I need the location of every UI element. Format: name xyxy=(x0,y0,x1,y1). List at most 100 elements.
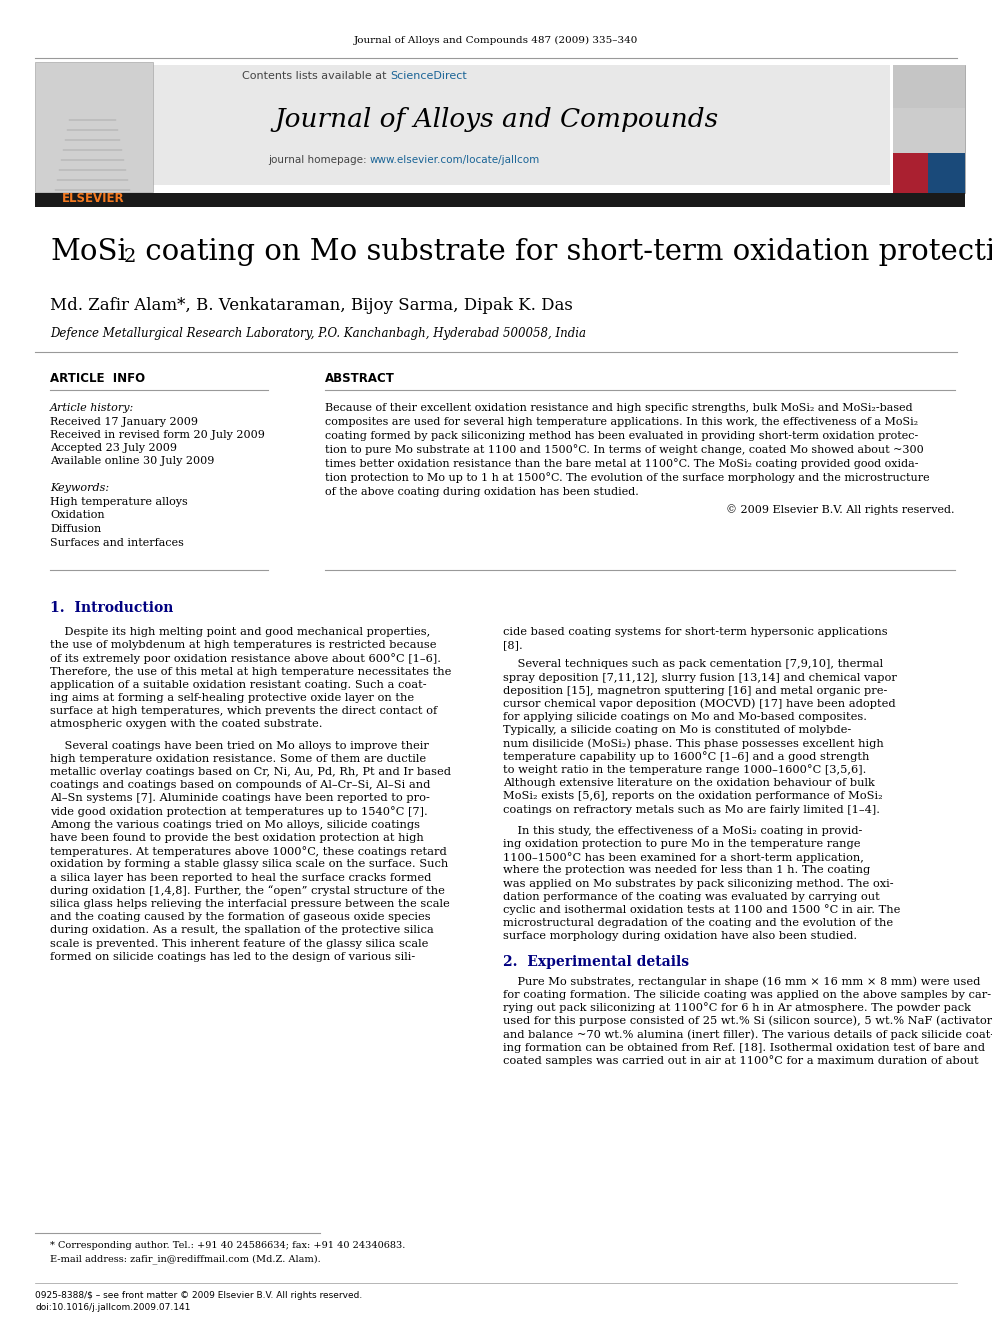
Text: for applying silicide coatings on Mo and Mo-based composites.: for applying silicide coatings on Mo and… xyxy=(503,712,867,722)
Text: ELSEVIER: ELSEVIER xyxy=(62,192,124,205)
Text: during oxidation. As a result, the spallation of the protective silica: during oxidation. As a result, the spall… xyxy=(50,925,434,935)
Text: E-mail address: zafir_in@rediffmail.com (Md.Z. Alam).: E-mail address: zafir_in@rediffmail.com … xyxy=(50,1254,320,1263)
Text: scale is prevented. This inherent feature of the glassy silica scale: scale is prevented. This inherent featur… xyxy=(50,938,429,949)
Text: surface morphology during oxidation have also been studied.: surface morphology during oxidation have… xyxy=(503,931,857,942)
Text: tion protection to Mo up to 1 h at 1500°C. The evolution of the surface morpholo: tion protection to Mo up to 1 h at 1500°… xyxy=(325,472,930,483)
Text: www.elsevier.com/locate/jallcom: www.elsevier.com/locate/jallcom xyxy=(370,155,541,165)
Text: cyclic and isothermal oxidation tests at 1100 and 1500 °C in air. The: cyclic and isothermal oxidation tests at… xyxy=(503,905,901,916)
Text: for coating formation. The silicide coating was applied on the above samples by : for coating formation. The silicide coat… xyxy=(503,990,991,1000)
Text: Al–Sn systems [7]. Aluminide coatings have been reported to pro-: Al–Sn systems [7]. Aluminide coatings ha… xyxy=(50,794,430,803)
Text: surface at high temperatures, which prevents the direct contact of: surface at high temperatures, which prev… xyxy=(50,706,437,716)
Text: tion to pure Mo substrate at 1100 and 1500°C. In terms of weight change, coated : tion to pure Mo substrate at 1100 and 15… xyxy=(325,445,924,455)
Text: Despite its high melting point and good mechanical properties,: Despite its high melting point and good … xyxy=(50,627,431,636)
Text: coating on Mo substrate for short-term oxidation protection in air: coating on Mo substrate for short-term o… xyxy=(136,238,992,266)
Text: 2: 2 xyxy=(124,247,136,266)
FancyBboxPatch shape xyxy=(35,62,153,192)
Text: metallic overlay coatings based on Cr, Ni, Au, Pd, Rh, Pt and Ir based: metallic overlay coatings based on Cr, N… xyxy=(50,767,451,777)
Text: silica glass helps relieving the interfacial pressure between the scale: silica glass helps relieving the interfa… xyxy=(50,900,449,909)
Text: Accepted 23 July 2009: Accepted 23 July 2009 xyxy=(50,443,177,452)
FancyBboxPatch shape xyxy=(893,65,965,193)
Text: atmospheric oxygen with the coated substrate.: atmospheric oxygen with the coated subst… xyxy=(50,720,322,729)
FancyBboxPatch shape xyxy=(70,65,890,185)
Text: coated samples was carried out in air at 1100°C for a maximum duration of about: coated samples was carried out in air at… xyxy=(503,1056,979,1066)
Text: used for this purpose consisted of 25 wt.% Si (silicon source), 5 wt.% NaF (acti: used for this purpose consisted of 25 wt… xyxy=(503,1016,992,1027)
Text: was applied on Mo substrates by pack siliconizing method. The oxi-: was applied on Mo substrates by pack sil… xyxy=(503,878,894,889)
Text: where the protection was needed for less than 1 h. The coating: where the protection was needed for less… xyxy=(503,865,870,876)
Text: cursor chemical vapor deposition (MOCVD) [17] have been adopted: cursor chemical vapor deposition (MOCVD)… xyxy=(503,699,896,709)
Text: Available online 30 July 2009: Available online 30 July 2009 xyxy=(50,456,214,466)
Text: a silica layer has been reported to heal the surface cracks formed: a silica layer has been reported to heal… xyxy=(50,873,432,882)
Text: Although extensive literature on the oxidation behaviour of bulk: Although extensive literature on the oxi… xyxy=(503,778,875,789)
Text: application of a suitable oxidation resistant coating. Such a coat-: application of a suitable oxidation resi… xyxy=(50,680,427,689)
Text: cide based coating systems for short-term hypersonic applications: cide based coating systems for short-ter… xyxy=(503,627,888,636)
Text: Because of their excellent oxidation resistance and high specific strengths, bul: Because of their excellent oxidation res… xyxy=(325,404,913,413)
Text: coatings on refractory metals such as Mo are fairly limited [1–4].: coatings on refractory metals such as Mo… xyxy=(503,804,880,815)
Text: ARTICLE  INFO: ARTICLE INFO xyxy=(50,372,145,385)
Text: journal homepage:: journal homepage: xyxy=(268,155,370,165)
Text: Article history:: Article history: xyxy=(50,404,134,413)
Text: and balance ~70 wt.% alumina (inert filler). The various details of pack silicid: and balance ~70 wt.% alumina (inert fill… xyxy=(503,1029,992,1040)
Text: Contents lists available at: Contents lists available at xyxy=(242,71,390,81)
Text: 0925-8388/$ – see front matter © 2009 Elsevier B.V. All rights reserved.: 0925-8388/$ – see front matter © 2009 El… xyxy=(35,1290,362,1299)
Text: ScienceDirect: ScienceDirect xyxy=(390,71,467,81)
FancyBboxPatch shape xyxy=(928,153,965,193)
Text: Therefore, the use of this metal at high temperature necessitates the: Therefore, the use of this metal at high… xyxy=(50,667,451,676)
Text: 1100–1500°C has been examined for a short-term application,: 1100–1500°C has been examined for a shor… xyxy=(503,852,864,863)
Text: have been found to provide the best oxidation protection at high: have been found to provide the best oxid… xyxy=(50,833,424,843)
Text: ABSTRACT: ABSTRACT xyxy=(325,372,395,385)
Text: [8].: [8]. xyxy=(503,640,523,650)
Text: microstructural degradation of the coating and the evolution of the: microstructural degradation of the coati… xyxy=(503,918,893,929)
Text: Journal of Alloys and Compounds 487 (2009) 335–340: Journal of Alloys and Compounds 487 (200… xyxy=(354,36,638,45)
Text: 2.  Experimental details: 2. Experimental details xyxy=(503,955,689,968)
Text: coatings and coatings based on compounds of Al–Cr–Si, Al–Si and: coatings and coatings based on compounds… xyxy=(50,781,431,790)
Text: ing aims at forming a self-healing protective oxide layer on the: ing aims at forming a self-healing prote… xyxy=(50,693,414,703)
Text: during oxidation [1,4,8]. Further, the “open” crystal structure of the: during oxidation [1,4,8]. Further, the “… xyxy=(50,885,444,896)
Text: and the coating caused by the formation of gaseous oxide species: and the coating caused by the formation … xyxy=(50,912,431,922)
Text: MoSi: MoSi xyxy=(50,238,127,266)
Text: 1.  Introduction: 1. Introduction xyxy=(50,601,174,615)
Text: num disilicide (MoSi₂) phase. This phase possesses excellent high: num disilicide (MoSi₂) phase. This phase… xyxy=(503,738,884,749)
Text: Pure Mo substrates, rectangular in shape (16 mm × 16 mm × 8 mm) were used: Pure Mo substrates, rectangular in shape… xyxy=(503,976,980,987)
Text: * Corresponding author. Tel.: +91 40 24586634; fax: +91 40 24340683.: * Corresponding author. Tel.: +91 40 245… xyxy=(50,1241,406,1250)
Text: MoSi₂ exists [5,6], reports on the oxidation performance of MoSi₂: MoSi₂ exists [5,6], reports on the oxida… xyxy=(503,791,883,802)
Text: Diffusion: Diffusion xyxy=(50,524,101,534)
Text: High temperature alloys: High temperature alloys xyxy=(50,497,187,507)
FancyBboxPatch shape xyxy=(893,108,965,153)
Text: © 2009 Elsevier B.V. All rights reserved.: © 2009 Elsevier B.V. All rights reserved… xyxy=(726,504,955,516)
Text: formed on silicide coatings has led to the design of various sili-: formed on silicide coatings has led to t… xyxy=(50,951,416,962)
FancyBboxPatch shape xyxy=(893,153,928,193)
Text: deposition [15], magnetron sputtering [16] and metal organic pre-: deposition [15], magnetron sputtering [1… xyxy=(503,685,888,696)
Text: composites are used for several high temperature applications. In this work, the: composites are used for several high tem… xyxy=(325,417,919,427)
Text: spray deposition [7,11,12], slurry fusion [13,14] and chemical vapor: spray deposition [7,11,12], slurry fusio… xyxy=(503,672,897,683)
Text: Received in revised form 20 July 2009: Received in revised form 20 July 2009 xyxy=(50,430,265,441)
Text: Md. Zafir Alam*, B. Venkataraman, Bijoy Sarma, Dipak K. Das: Md. Zafir Alam*, B. Venkataraman, Bijoy … xyxy=(50,296,572,314)
Text: Among the various coatings tried on Mo alloys, silicide coatings: Among the various coatings tried on Mo a… xyxy=(50,820,420,830)
Text: temperatures. At temperatures above 1000°C, these coatings retard: temperatures. At temperatures above 1000… xyxy=(50,845,446,856)
Text: Several techniques such as pack cementation [7,9,10], thermal: Several techniques such as pack cementat… xyxy=(503,659,883,669)
Text: Journal of Alloys and Compounds: Journal of Alloys and Compounds xyxy=(274,107,718,132)
Text: the use of molybdenum at high temperatures is restricted because: the use of molybdenum at high temperatur… xyxy=(50,640,436,650)
Text: Oxidation: Oxidation xyxy=(50,511,104,520)
Text: of the above coating during oxidation has been studied.: of the above coating during oxidation ha… xyxy=(325,487,639,497)
Text: to weight ratio in the temperature range 1000–1600°C [3,5,6].: to weight ratio in the temperature range… xyxy=(503,765,866,775)
FancyBboxPatch shape xyxy=(893,65,965,108)
Text: Several coatings have been tried on Mo alloys to improve their: Several coatings have been tried on Mo a… xyxy=(50,741,429,750)
Text: doi:10.1016/j.jallcom.2009.07.141: doi:10.1016/j.jallcom.2009.07.141 xyxy=(35,1303,190,1312)
Text: rying out pack siliconizing at 1100°C for 6 h in Ar atmosphere. The powder pack: rying out pack siliconizing at 1100°C fo… xyxy=(503,1003,971,1013)
Text: ing oxidation protection to pure Mo in the temperature range: ing oxidation protection to pure Mo in t… xyxy=(503,839,860,849)
Text: Received 17 January 2009: Received 17 January 2009 xyxy=(50,417,198,427)
Text: Keywords:: Keywords: xyxy=(50,483,109,493)
Text: of its extremely poor oxidation resistance above about 600°C [1–6].: of its extremely poor oxidation resistan… xyxy=(50,654,441,664)
Text: temperature capability up to 1600°C [1–6] and a good strength: temperature capability up to 1600°C [1–6… xyxy=(503,751,869,762)
Text: times better oxidation resistance than the bare metal at 1100°C. The MoSi₂ coati: times better oxidation resistance than t… xyxy=(325,459,919,470)
Text: ing formation can be obtained from Ref. [18]. Isothermal oxidation test of bare : ing formation can be obtained from Ref. … xyxy=(503,1043,985,1053)
Text: Typically, a silicide coating on Mo is constituted of molybde-: Typically, a silicide coating on Mo is c… xyxy=(503,725,851,736)
Text: high temperature oxidation resistance. Some of them are ductile: high temperature oxidation resistance. S… xyxy=(50,754,427,763)
Text: oxidation by forming a stable glassy silica scale on the surface. Such: oxidation by forming a stable glassy sil… xyxy=(50,860,448,869)
FancyBboxPatch shape xyxy=(35,193,965,206)
Text: coating formed by pack siliconizing method has been evaluated in providing short: coating formed by pack siliconizing meth… xyxy=(325,431,919,441)
Text: In this study, the effectiveness of a MoSi₂ coating in provid-: In this study, the effectiveness of a Mo… xyxy=(503,826,862,836)
Text: dation performance of the coating was evaluated by carrying out: dation performance of the coating was ev… xyxy=(503,892,880,902)
Text: Surfaces and interfaces: Surfaces and interfaces xyxy=(50,537,184,548)
Text: Defence Metallurgical Research Laboratory, P.O. Kanchanbagh, Hyderabad 500058, I: Defence Metallurgical Research Laborator… xyxy=(50,327,586,340)
